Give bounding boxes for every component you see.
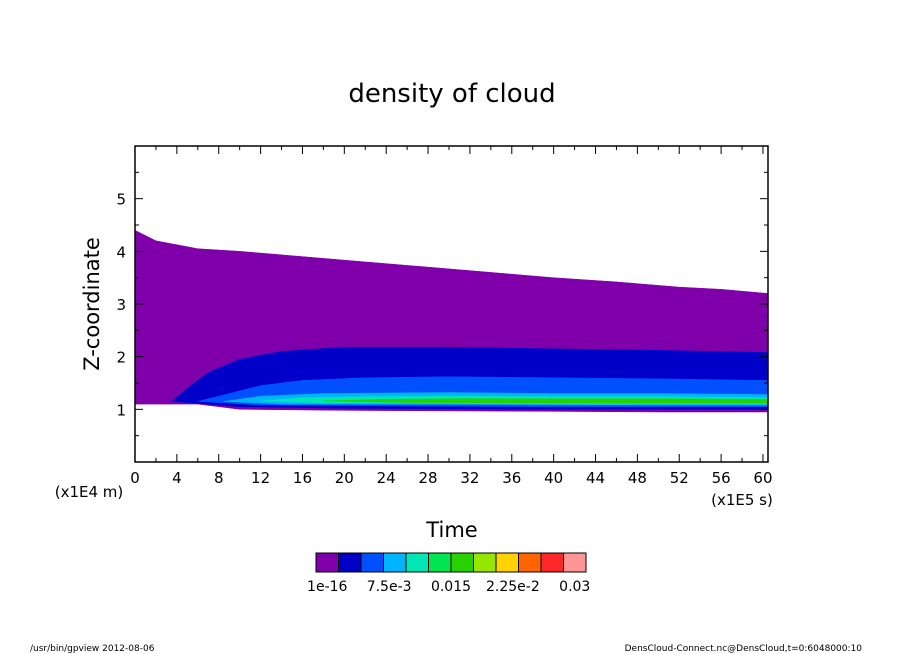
x-tick-label: 60 (753, 469, 772, 487)
footer-right: DensCloud-Connect.nc@DensCloud,t=0:60480… (625, 644, 863, 654)
x-tick-label: 52 (670, 469, 689, 487)
x-tick-label: 12 (251, 469, 270, 487)
x-tick-label: 56 (712, 469, 731, 487)
colorbar-swatch (473, 552, 497, 573)
colorbar-swatch (495, 552, 519, 573)
colorbar-label: 1e-16 (307, 579, 347, 595)
x-tick-label: 20 (335, 469, 354, 487)
colorbar-swatch (383, 552, 407, 573)
chart-title: density of cloud (348, 79, 555, 109)
colorbar-label: 0.03 (559, 579, 590, 595)
x-axis-ticks: 0 4 8 12 16 20 24 28 32 36 40 44 48 52 56 60 (130, 146, 773, 487)
x-tick-label: 32 (460, 469, 479, 487)
colorbar-label: 2.25e-2 (486, 579, 540, 595)
colorbar-swatch (338, 552, 362, 573)
y-tick-label: 4 (116, 243, 126, 261)
y-tick-label: 1 (116, 401, 126, 419)
y-axis-ticks: 1 2 3 4 5 (116, 171, 768, 437)
colorbar-swatch (563, 552, 587, 573)
colorbar-label: 7.5e-3 (367, 579, 412, 595)
y-tick-label: 5 (116, 191, 126, 209)
colorbar-swatch (518, 552, 542, 573)
colorbar-swatch (540, 552, 564, 573)
colorbar-swatch (405, 552, 429, 573)
x-tick-label: 4 (172, 469, 182, 487)
colorbar-swatch (428, 552, 452, 573)
colorbar-label: 0.015 (431, 579, 471, 595)
x-tick-label: 8 (214, 469, 224, 487)
colorbar-swatch (450, 552, 474, 573)
colorbar-swatch (315, 552, 339, 573)
x-axis-label: Time (425, 518, 477, 542)
y-axis-label: Z-coordinate (80, 237, 104, 371)
x-tick-label: 24 (377, 469, 396, 487)
contour-regions (135, 230, 768, 413)
colorbar: 1e-16 7.5e-3 0.015 2.25e-2 0.03 (307, 552, 590, 595)
x-tick-label: 40 (544, 469, 563, 487)
x-tick-label: 48 (628, 469, 647, 487)
contour-region-6 (323, 398, 768, 404)
x-tick-label: 28 (419, 469, 438, 487)
colorbar-swatch (360, 552, 384, 573)
y-tick-label: 2 (116, 349, 126, 367)
footer-left: /usr/bin/gpview 2012-08-06 (30, 644, 155, 654)
x-tick-label: 16 (293, 469, 312, 487)
x-tick-label: 0 (130, 469, 140, 487)
y-axis-unit: (x1E4 m) (55, 483, 124, 501)
x-axis-unit: (x1E5 s) (711, 491, 773, 509)
x-tick-label: 36 (502, 469, 521, 487)
x-tick-label: 44 (586, 469, 605, 487)
y-tick-label: 3 (116, 296, 126, 314)
